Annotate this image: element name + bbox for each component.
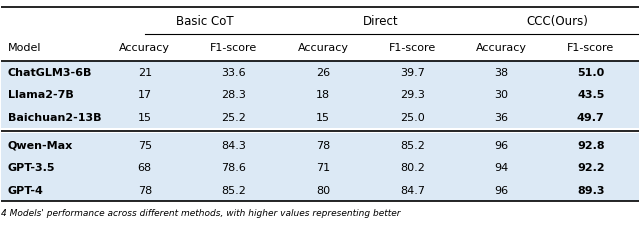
- Text: 30: 30: [495, 90, 509, 100]
- Text: Model: Model: [8, 43, 41, 53]
- Text: 15: 15: [138, 112, 152, 122]
- Text: Accuracy: Accuracy: [119, 43, 170, 53]
- Text: 84.3: 84.3: [221, 140, 246, 150]
- Text: Baichuan2-13B: Baichuan2-13B: [8, 112, 101, 122]
- Text: 18: 18: [316, 90, 330, 100]
- Text: 15: 15: [316, 112, 330, 122]
- Text: 96: 96: [495, 140, 509, 150]
- Text: 26: 26: [316, 68, 330, 77]
- Bar: [1, 156, 639, 179]
- Text: 78: 78: [138, 185, 152, 195]
- Bar: [1, 106, 639, 129]
- Text: 85.2: 85.2: [221, 185, 246, 195]
- Text: 17: 17: [138, 90, 152, 100]
- Text: 96: 96: [495, 185, 509, 195]
- Text: GPT-3.5: GPT-3.5: [8, 163, 55, 173]
- Text: 33.6: 33.6: [221, 68, 246, 77]
- Text: 80: 80: [316, 185, 330, 195]
- Bar: [1, 61, 639, 84]
- Text: 29.3: 29.3: [400, 90, 425, 100]
- Text: 78: 78: [316, 140, 330, 150]
- Text: 94: 94: [495, 163, 509, 173]
- Text: 21: 21: [138, 68, 152, 77]
- Text: 75: 75: [138, 140, 152, 150]
- Text: 92.2: 92.2: [577, 163, 605, 173]
- Bar: [1, 84, 639, 106]
- Text: 92.8: 92.8: [577, 140, 605, 150]
- Text: 4 Models' performance across different methods, with higher values representing : 4 Models' performance across different m…: [1, 208, 401, 217]
- Text: Accuracy: Accuracy: [476, 43, 527, 53]
- Text: 84.7: 84.7: [400, 185, 425, 195]
- Text: 43.5: 43.5: [577, 90, 605, 100]
- Text: 36: 36: [495, 112, 509, 122]
- Text: F1-score: F1-score: [567, 43, 614, 53]
- Text: 71: 71: [316, 163, 330, 173]
- Bar: [1, 134, 639, 156]
- Text: 28.3: 28.3: [221, 90, 246, 100]
- Text: 25.2: 25.2: [221, 112, 246, 122]
- Text: Qwen-Max: Qwen-Max: [8, 140, 73, 150]
- Text: Direct: Direct: [363, 15, 398, 28]
- Text: 39.7: 39.7: [400, 68, 425, 77]
- Text: 51.0: 51.0: [577, 68, 604, 77]
- Text: 38: 38: [495, 68, 509, 77]
- Text: Accuracy: Accuracy: [298, 43, 349, 53]
- Text: F1-score: F1-score: [211, 43, 257, 53]
- Text: CCC(Ours): CCC(Ours): [527, 15, 588, 28]
- Text: 49.7: 49.7: [577, 112, 605, 122]
- Text: GPT-4: GPT-4: [8, 185, 44, 195]
- Text: 68: 68: [138, 163, 152, 173]
- Text: Basic CoT: Basic CoT: [177, 15, 234, 28]
- Text: 78.6: 78.6: [221, 163, 246, 173]
- Text: F1-score: F1-score: [388, 43, 436, 53]
- Bar: [1, 179, 639, 201]
- Text: 25.0: 25.0: [400, 112, 425, 122]
- Text: Llama2-7B: Llama2-7B: [8, 90, 74, 100]
- Text: 89.3: 89.3: [577, 185, 605, 195]
- Text: ChatGLM3-6B: ChatGLM3-6B: [8, 68, 92, 77]
- Text: 80.2: 80.2: [400, 163, 425, 173]
- Text: 85.2: 85.2: [400, 140, 425, 150]
